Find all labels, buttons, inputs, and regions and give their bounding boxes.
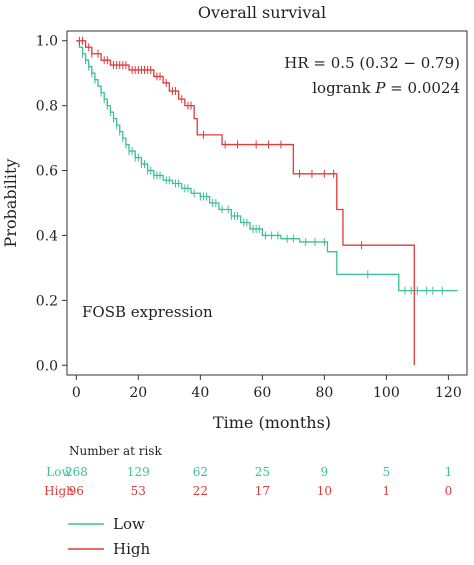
y-tick-label: 0.8 [36, 99, 58, 115]
y-tick-label: 0.4 [36, 228, 58, 244]
risk-count-low: 1 [445, 465, 453, 479]
x-axis-label: Time (months) [213, 413, 331, 432]
plot-frame [66, 30, 468, 376]
risk-row-label-low: Low [46, 465, 72, 479]
y-axis: 0.0 0.2 0.4 0.6 0.8 1.0 [36, 34, 67, 374]
legend-label-low: Low [113, 515, 145, 533]
risk-count-high: 96 [69, 484, 84, 498]
risk-count-high: 22 [193, 484, 208, 498]
risk-count-low: 5 [383, 465, 391, 479]
gene-annotation: FOSB expression [82, 303, 213, 321]
x-axis: 0 20 40 60 80 100 120 [72, 375, 462, 401]
x-tick-label: 80 [315, 385, 333, 401]
x-tick-label: 40 [191, 385, 209, 401]
x-tick-label: 120 [435, 385, 462, 401]
x-tick-label: 60 [253, 385, 271, 401]
y-tick-label: 0.0 [36, 358, 58, 374]
risk-table-title: Number at risk [69, 444, 162, 458]
logrank-p-symbol: P [374, 79, 386, 97]
y-axis-label: Probability [1, 159, 20, 248]
chart-title: Overall survival [198, 3, 326, 22]
y-tick-label: 0.2 [36, 293, 58, 309]
hr-annotation: HR = 0.5 (0.32 − 0.79) [284, 54, 460, 72]
y-tick-label: 1.0 [36, 34, 58, 50]
x-tick-label: 0 [72, 385, 81, 401]
risk-count-low: 9 [321, 465, 329, 479]
risk-count-low: 129 [127, 465, 150, 479]
logrank-prefix: logrank [312, 79, 375, 97]
legend: Low High [68, 515, 150, 558]
risk-count-low: 62 [193, 465, 208, 479]
x-tick-label: 100 [373, 385, 400, 401]
legend-label-high: High [113, 540, 150, 558]
risk-count-high: 17 [255, 484, 270, 498]
risk-count-high: 10 [317, 484, 332, 498]
risk-count-low: 268 [65, 465, 88, 479]
survival-curves [76, 36, 458, 366]
risk-count-low: 25 [255, 465, 270, 479]
x-tick-label: 20 [129, 385, 147, 401]
risk-row-label-high: High [44, 484, 74, 498]
curve-high [76, 40, 415, 366]
y-tick-label: 0.6 [36, 164, 58, 180]
risk-count-high: 1 [383, 484, 391, 498]
logrank-annotation: logrank P = 0.0024 [312, 79, 460, 97]
logrank-p-value: = 0.0024 [385, 79, 460, 97]
risk-count-high: 0 [445, 484, 453, 498]
risk-count-high: 53 [131, 484, 146, 498]
